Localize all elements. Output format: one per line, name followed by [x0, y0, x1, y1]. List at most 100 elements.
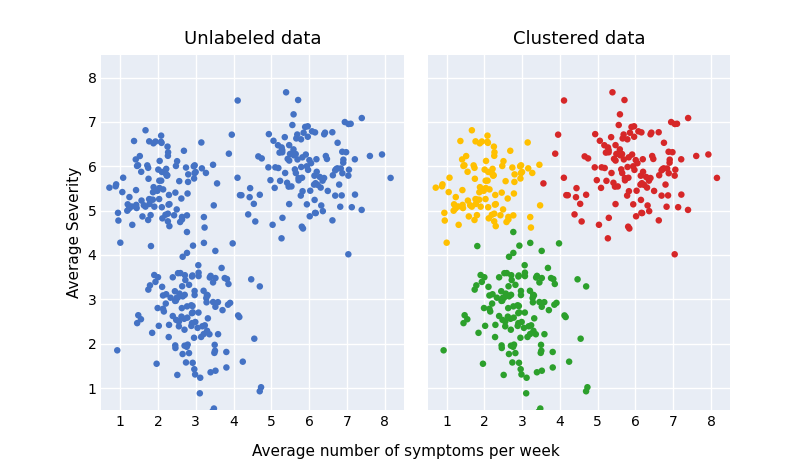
Point: [161, 152, 174, 160]
Point: [512, 309, 525, 317]
Point: [501, 313, 514, 320]
Point: [103, 184, 116, 191]
Point: [551, 131, 564, 138]
Point: [504, 291, 517, 299]
Point: [502, 304, 515, 312]
Point: [275, 235, 288, 242]
Point: [169, 316, 182, 324]
Point: [496, 206, 509, 213]
Point: [334, 165, 347, 172]
Point: [477, 187, 490, 195]
Point: [462, 213, 475, 220]
Point: [530, 331, 543, 338]
Point: [204, 274, 217, 281]
Point: [491, 294, 504, 301]
Point: [456, 156, 469, 163]
Point: [658, 139, 671, 147]
Point: [611, 150, 624, 157]
Point: [384, 174, 397, 182]
Point: [155, 139, 168, 147]
Point: [475, 138, 488, 145]
Point: [522, 323, 535, 330]
Point: [242, 211, 255, 218]
Point: [467, 162, 480, 169]
Point: [449, 193, 462, 201]
Point: [170, 158, 183, 165]
Point: [232, 312, 245, 319]
Point: [208, 341, 221, 349]
Point: [666, 148, 679, 156]
Point: [291, 156, 304, 163]
Point: [162, 201, 175, 208]
Point: [287, 146, 300, 153]
Point: [234, 191, 247, 199]
Point: [492, 274, 505, 281]
Point: [133, 153, 146, 160]
Point: [149, 278, 162, 285]
Point: [235, 191, 248, 199]
Point: [671, 120, 684, 127]
Point: [479, 195, 492, 203]
Point: [243, 184, 256, 192]
Point: [508, 190, 521, 197]
Point: [152, 166, 165, 173]
Point: [473, 189, 486, 196]
Point: [281, 155, 294, 163]
Point: [628, 133, 641, 141]
Point: [488, 333, 501, 341]
Point: [675, 156, 688, 163]
Point: [509, 281, 522, 289]
Point: [530, 274, 543, 281]
Point: [287, 111, 300, 118]
Point: [514, 170, 527, 177]
Point: [336, 148, 349, 155]
Point: [470, 200, 483, 207]
Point: [200, 291, 213, 298]
Point: [668, 251, 681, 258]
Point: [506, 164, 519, 171]
Point: [635, 129, 648, 136]
Point: [652, 217, 665, 224]
Point: [573, 200, 586, 207]
Point: [487, 218, 500, 225]
Point: [297, 225, 310, 232]
Point: [594, 137, 607, 144]
Point: [161, 172, 174, 179]
Point: [500, 290, 513, 297]
Point: [187, 163, 200, 170]
Point: [152, 322, 165, 330]
Point: [163, 223, 176, 230]
Point: [611, 183, 624, 190]
Point: [489, 191, 502, 199]
Point: [523, 287, 536, 295]
Point: [319, 129, 332, 136]
Point: [634, 196, 647, 204]
Point: [186, 272, 199, 279]
Point: [173, 318, 186, 325]
Point: [602, 148, 615, 156]
Title: Clustered data: Clustered data: [513, 30, 645, 48]
Point: [512, 273, 525, 280]
Point: [470, 282, 483, 289]
Point: [152, 177, 165, 184]
Point: [309, 179, 322, 187]
Point: [483, 305, 496, 313]
Point: [669, 166, 682, 173]
Point: [320, 152, 333, 160]
Point: [176, 350, 189, 358]
Point: [560, 191, 573, 199]
Point: [179, 359, 192, 366]
Point: [535, 247, 548, 254]
Point: [149, 138, 162, 145]
Point: [326, 129, 339, 136]
Point: [497, 158, 510, 165]
Point: [575, 218, 588, 225]
Point: [513, 309, 526, 316]
Point: [231, 174, 244, 182]
Point: [337, 159, 350, 166]
Point: [137, 201, 150, 209]
Point: [169, 189, 182, 196]
Point: [316, 207, 329, 215]
Point: [187, 359, 200, 366]
Point: [243, 194, 256, 201]
